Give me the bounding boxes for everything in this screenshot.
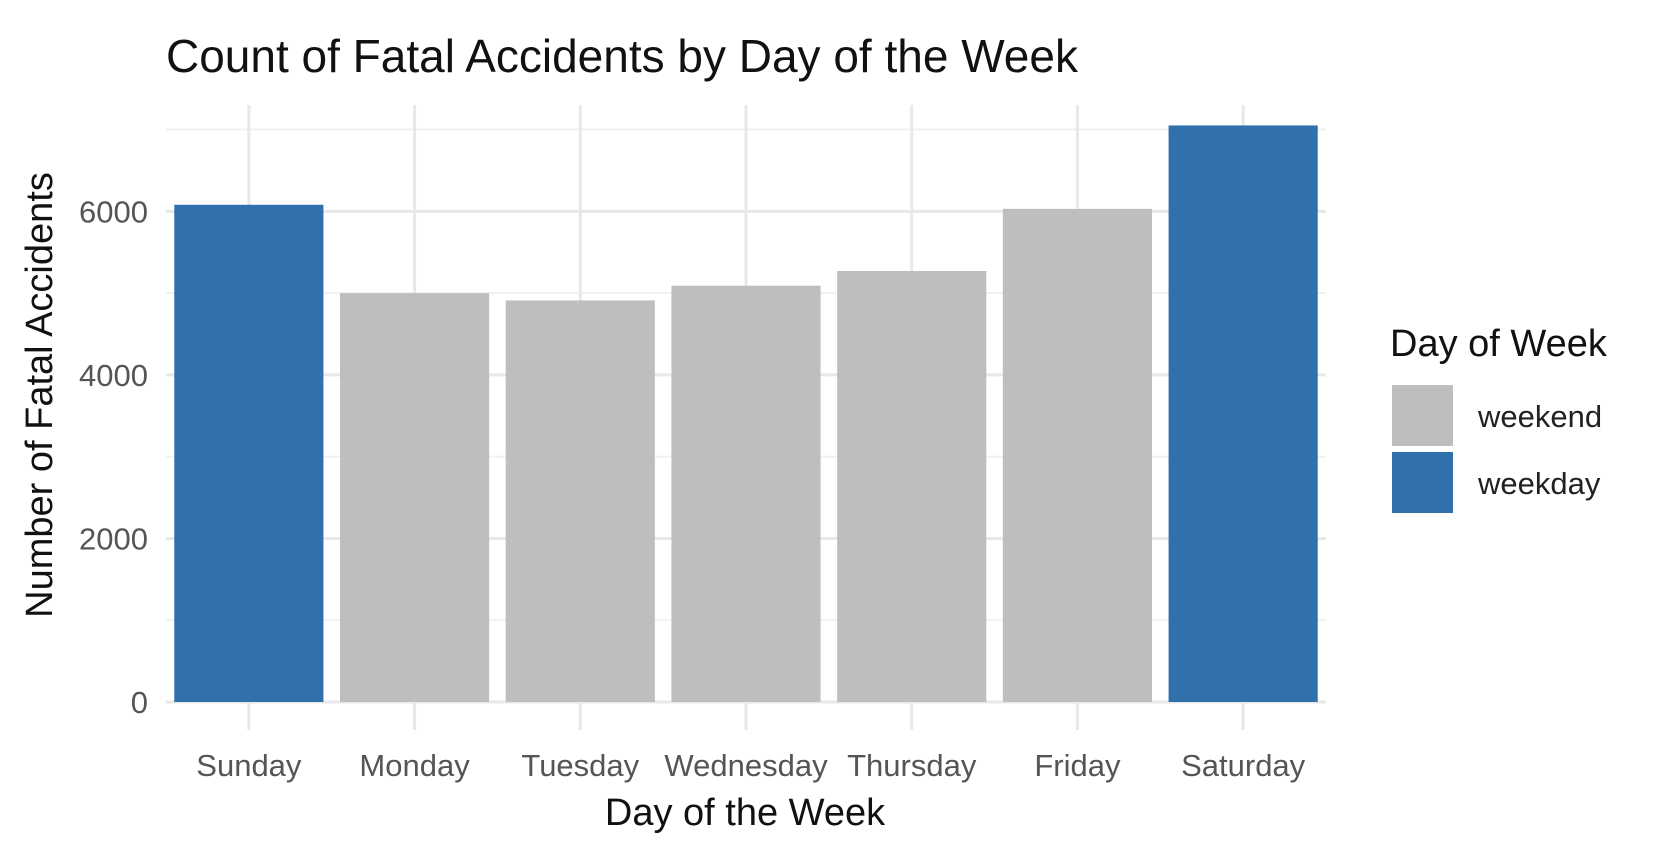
x-tick-label: Monday (359, 748, 470, 783)
x-tick-label: Thursday (847, 748, 977, 783)
bars (174, 125, 1318, 703)
legend-title: Day of Week (1390, 323, 1608, 365)
bar-friday (1002, 208, 1152, 703)
x-tick-label: Tuesday (521, 748, 639, 783)
y-tick-label: 4000 (79, 358, 148, 393)
legend-label-weekday: weekday (1477, 466, 1601, 501)
y-tick-label: 0 (131, 685, 148, 720)
x-tick-label: Sunday (196, 748, 302, 783)
x-tick-label: Saturday (1181, 748, 1306, 783)
bar-tuesday (505, 300, 655, 702)
y-tick-label: 2000 (79, 521, 148, 556)
bar-wednesday (671, 285, 821, 702)
x-tick-label: Wednesday (664, 748, 828, 783)
x-axis-title: Day of the Week (605, 792, 886, 834)
y-tick-label: 6000 (79, 194, 148, 229)
x-tick-label: Friday (1034, 748, 1121, 783)
bar-monday (340, 293, 490, 702)
legend-label-weekend: weekend (1477, 399, 1602, 434)
legend-key-weekday (1392, 452, 1453, 513)
bar-saturday (1168, 125, 1318, 703)
chart-title: Count of Fatal Accidents by Day of the W… (166, 30, 1079, 82)
bar-thursday (837, 271, 987, 702)
y-axis-ticks: 0 2000 4000 6000 (79, 194, 148, 720)
legend-key-weekend (1392, 385, 1453, 446)
legend: Day of Week weekend weekday (1390, 323, 1608, 513)
bar-sunday (174, 204, 324, 703)
x-axis-ticks: Sunday Monday Tuesday Wednesday Thursday Frid… (196, 748, 1305, 783)
y-axis-title: Number of Fatal Accidents (19, 172, 61, 618)
